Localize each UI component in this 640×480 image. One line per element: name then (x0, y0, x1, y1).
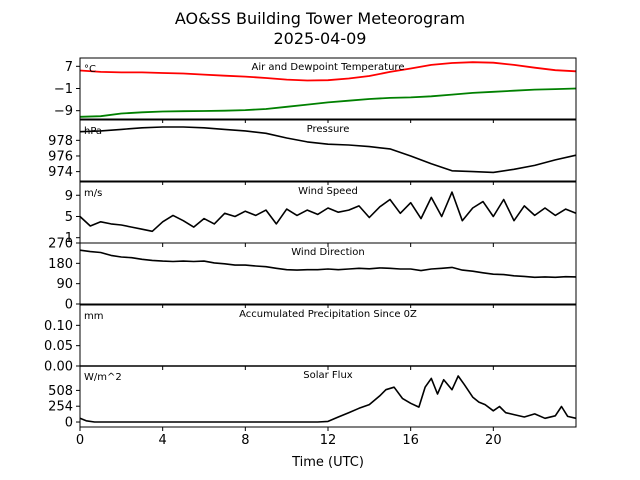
series-line-2 (79, 87, 577, 118)
y-tick-label: 508 (48, 384, 73, 399)
y-tick-label: 254 (48, 400, 73, 415)
y-tick-label: 0 (65, 416, 73, 431)
y-tick-label: 7 (65, 60, 73, 75)
y-tick-label: 90 (56, 277, 73, 292)
x-axis-label: Time (UTC) (291, 455, 364, 470)
panel-title: Air and Dewpoint Temperature (252, 62, 405, 73)
series-line-1 (79, 249, 577, 279)
y-tick-label: 9 (65, 189, 73, 204)
y-tick-label: −9 (54, 104, 73, 119)
series-line-1 (79, 126, 577, 174)
y-tick-label: 976 (48, 149, 73, 164)
y-tick-label: 974 (48, 165, 73, 180)
y-tick-label: 1 (65, 231, 73, 246)
y-tick-label: 0 (65, 298, 73, 313)
figure-title-line1: AO&SS Building Tower Meteorogram (175, 9, 465, 28)
figure-title-line2: 2025-04-09 (274, 29, 367, 48)
panel-1: 7 −1 −9 Air and Dewpoint Temperature °C (54, 57, 577, 123)
panel-title: Wind Speed (298, 186, 358, 197)
panel-unit: m/s (84, 188, 102, 199)
series-line-1 (79, 375, 577, 423)
x-tick-label: 12 (320, 433, 337, 448)
series-line-1 (79, 191, 577, 233)
panel-unit: mm (84, 311, 103, 322)
y-tick-label: 978 (48, 134, 73, 149)
y-tick-label: 0.00 (44, 360, 73, 375)
panel-title: Pressure (307, 124, 350, 135)
x-axis: 0 4 8 12 16 20 (76, 433, 502, 448)
y-tick-label: 270 (48, 237, 73, 252)
panel-title: Solar Flux (303, 370, 353, 381)
y-tick-label: 0.10 (44, 319, 73, 334)
panel-unit: W/m^2 (84, 372, 122, 383)
y-tick-label: −1 (54, 82, 73, 97)
panel-4: 270 180 90 0 Wind Direction (48, 237, 577, 313)
panel-3: 9 5 1 Wind Speed m/s (65, 181, 577, 247)
x-tick-label: 0 (76, 433, 84, 448)
panel-5: 0.10 0.05 0.00 Accumulated Precipitation Si… (44, 304, 577, 375)
y-tick-label: 180 (48, 257, 73, 272)
x-tick-label: 8 (241, 433, 249, 448)
panel-title: Accumulated Precipitation Since 0Z (239, 309, 417, 320)
panel-title: Wind Direction (291, 247, 365, 258)
series-line-1 (79, 61, 577, 82)
x-tick-label: 4 (159, 433, 167, 448)
y-tick-label: 5 (65, 210, 73, 225)
x-tick-label: 20 (485, 433, 502, 448)
y-tick-label: 0.05 (44, 339, 73, 354)
panel-unit: °C (84, 64, 96, 75)
panel-unit: hPa (84, 126, 102, 137)
x-tick-label: 16 (402, 433, 419, 448)
